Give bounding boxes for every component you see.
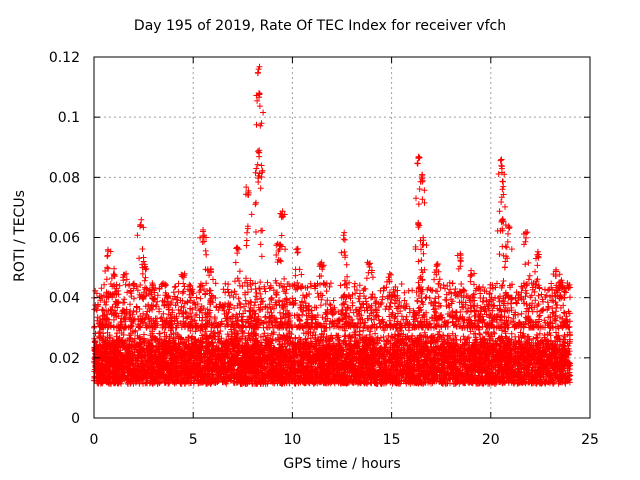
data-point — [372, 330, 379, 337]
data-point — [465, 334, 472, 341]
data-points — [91, 63, 574, 387]
